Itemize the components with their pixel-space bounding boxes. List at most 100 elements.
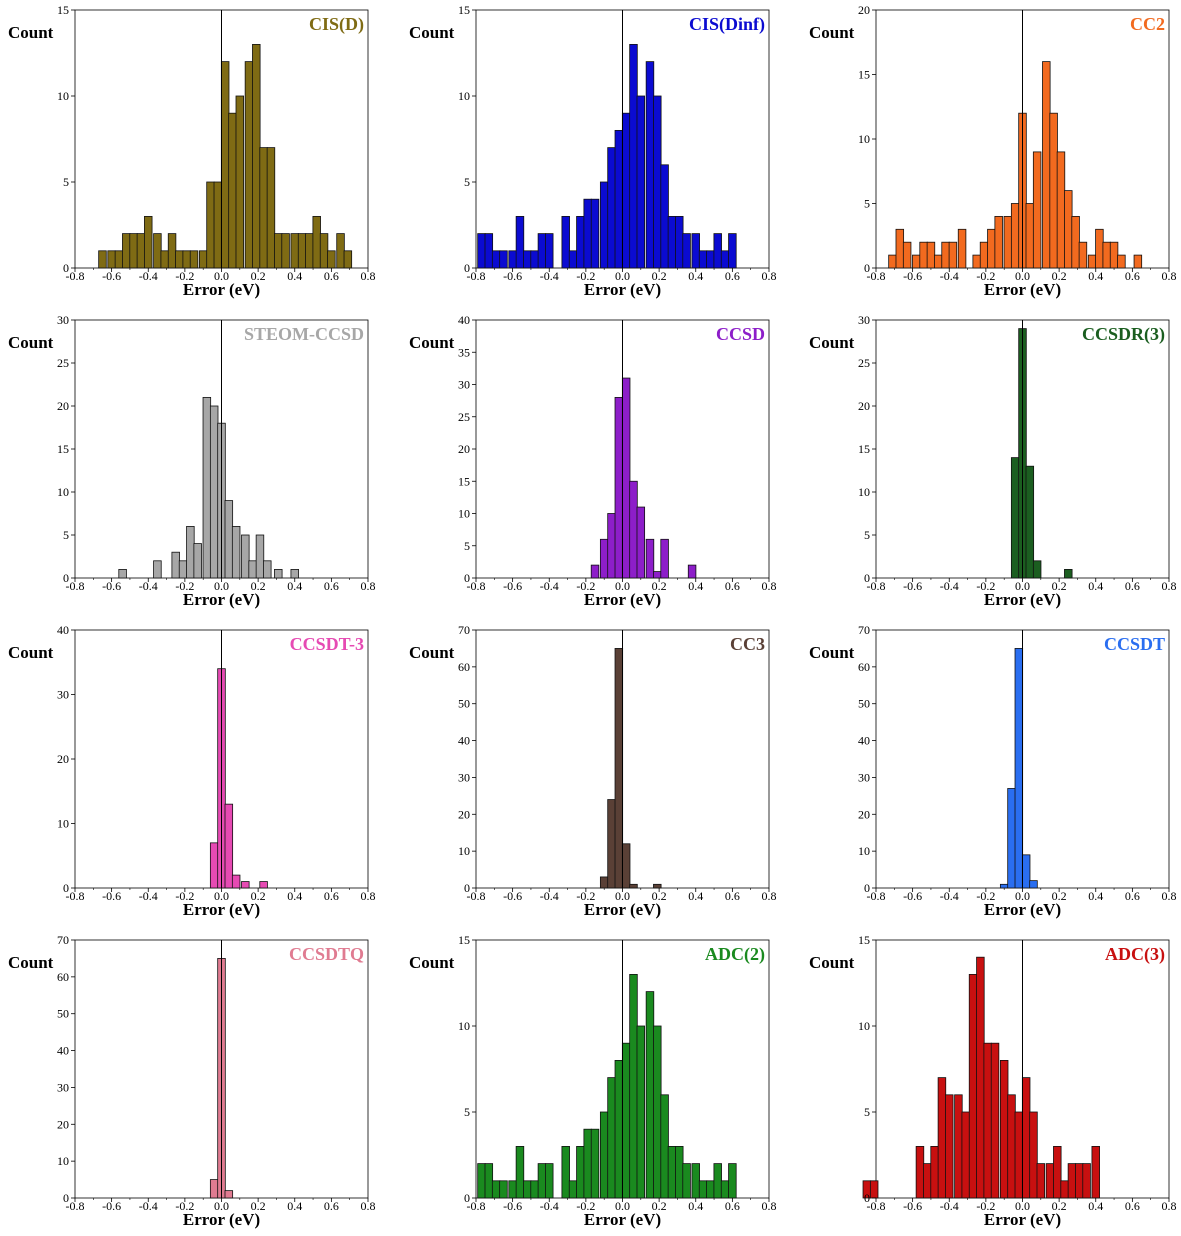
y-tick-label: 5	[63, 175, 69, 189]
bar	[915, 1146, 925, 1199]
chart-panel-7: -0.8 -0.6 -0.4 -0.2 0.0 0.2 0.4 0.6 0.8 0 10 20 30 40…	[409, 623, 777, 919]
bar	[136, 233, 146, 269]
x-tick-label: 0.0	[615, 1199, 630, 1213]
bar	[621, 377, 631, 579]
x-tick-label: -0.6	[102, 269, 121, 283]
x-tick-label: -0.8	[467, 579, 486, 593]
y-tick-label: 10	[858, 844, 870, 858]
y-tick-label: 0	[63, 881, 69, 895]
y-tick-label: 50	[858, 697, 870, 711]
y-tick-label: 20	[57, 1117, 69, 1131]
bar	[193, 543, 202, 579]
x-tick-label: -0.2	[175, 1199, 194, 1213]
bar	[290, 233, 299, 269]
bar	[327, 250, 336, 269]
chart-panel-4: -0.8 -0.6 -0.4 -0.2 0.0 0.2 0.4 0.6 0.8 0 5 10 15 20 2…	[409, 313, 777, 609]
x-tick-label: 0.2	[251, 579, 266, 593]
x-tick-label: 0.0	[214, 889, 229, 903]
bar	[1067, 1163, 1077, 1199]
x-axis-label: Error (eV)	[584, 590, 661, 609]
x-tick-label: 0.8	[762, 1199, 777, 1213]
x-tick-label: 0.6	[725, 579, 740, 593]
x-tick-label: 0.4	[1088, 269, 1103, 283]
bar	[590, 198, 600, 269]
y-tick-label: 60	[57, 970, 69, 984]
bar	[614, 396, 624, 579]
chart-panel-11: -0.8 -0.6 -0.4 -0.2 0.0 0.2 0.4 0.6 0.8 0 5 10 15 Err…	[809, 933, 1177, 1229]
bar	[178, 560, 188, 579]
bar	[706, 250, 715, 269]
y-axis-label: Count	[409, 23, 455, 42]
x-tick-label: 0.2	[251, 269, 266, 283]
bar	[1064, 190, 1073, 269]
x-tick-label: -0.6	[503, 269, 522, 283]
x-tick-label: -0.8	[66, 1199, 85, 1213]
bar	[248, 560, 257, 579]
bar	[621, 1042, 631, 1199]
y-tick-label: 15	[858, 933, 870, 947]
bar	[607, 147, 616, 269]
x-tick-label: 0.8	[361, 889, 376, 903]
bar	[241, 534, 250, 579]
x-tick-label: 0.8	[762, 889, 777, 903]
bar	[636, 506, 646, 579]
bar	[687, 564, 697, 579]
bar	[319, 233, 329, 269]
y-tick-label: 15	[458, 3, 470, 17]
x-tick-label: -0.2	[976, 1199, 995, 1213]
x-tick-label: 0.2	[652, 269, 667, 283]
x-tick-label: -0.4	[940, 579, 959, 593]
x-tick-label: -0.4	[540, 889, 559, 903]
bar	[1078, 241, 1088, 269]
x-tick-label: 0.4	[1088, 889, 1103, 903]
y-tick-label: 40	[458, 313, 470, 327]
x-tick-label: -0.8	[867, 579, 886, 593]
x-axis-label: Error (eV)	[984, 590, 1061, 609]
bar	[231, 874, 241, 889]
bar	[252, 44, 261, 269]
bar	[667, 215, 677, 269]
method-label: ADC(3)	[1105, 944, 1165, 965]
y-axis-label: Count	[8, 333, 54, 352]
bar	[209, 842, 219, 889]
bar	[259, 881, 268, 889]
bar	[607, 513, 616, 579]
bar	[706, 1180, 715, 1199]
x-tick-label: -0.2	[175, 269, 194, 283]
bar	[728, 1163, 737, 1199]
y-tick-label: 0	[464, 881, 470, 895]
bar	[255, 534, 265, 579]
y-axis-label: Count	[8, 643, 54, 662]
x-tick-label: 0.4	[688, 1199, 703, 1213]
x-axis-label: Error (eV)	[183, 900, 260, 919]
bar	[244, 61, 254, 269]
y-tick-label: 30	[57, 688, 69, 702]
bar	[1091, 1146, 1100, 1199]
bar	[923, 1163, 932, 1199]
bar	[976, 956, 985, 1199]
method-label: ADC(2)	[705, 944, 765, 965]
x-tick-label: 0.2	[652, 1199, 667, 1213]
x-tick-label: 0.4	[1088, 579, 1103, 593]
bar	[945, 1094, 954, 1199]
bar	[902, 241, 912, 269]
bar	[869, 1180, 879, 1199]
bar	[160, 250, 169, 269]
chart-panel-8: -0.8 -0.6 -0.4 -0.2 0.0 0.2 0.4 0.6 0.8 0 10 20 30 40…	[809, 623, 1177, 919]
bar	[1007, 788, 1016, 889]
bar	[343, 250, 353, 269]
bar	[228, 112, 237, 269]
bar	[1071, 215, 1080, 269]
x-tick-label: 0.4	[287, 889, 302, 903]
x-tick-label: -0.6	[102, 1199, 121, 1213]
bar	[599, 181, 609, 269]
bar	[972, 254, 981, 269]
bar	[961, 1111, 970, 1199]
bar	[653, 1025, 662, 1199]
bar	[545, 233, 554, 269]
bar	[266, 147, 276, 269]
x-tick-label: 0.6	[324, 579, 339, 593]
bar	[477, 233, 486, 269]
bar	[583, 1128, 592, 1199]
x-tick-label: -0.2	[576, 889, 595, 903]
